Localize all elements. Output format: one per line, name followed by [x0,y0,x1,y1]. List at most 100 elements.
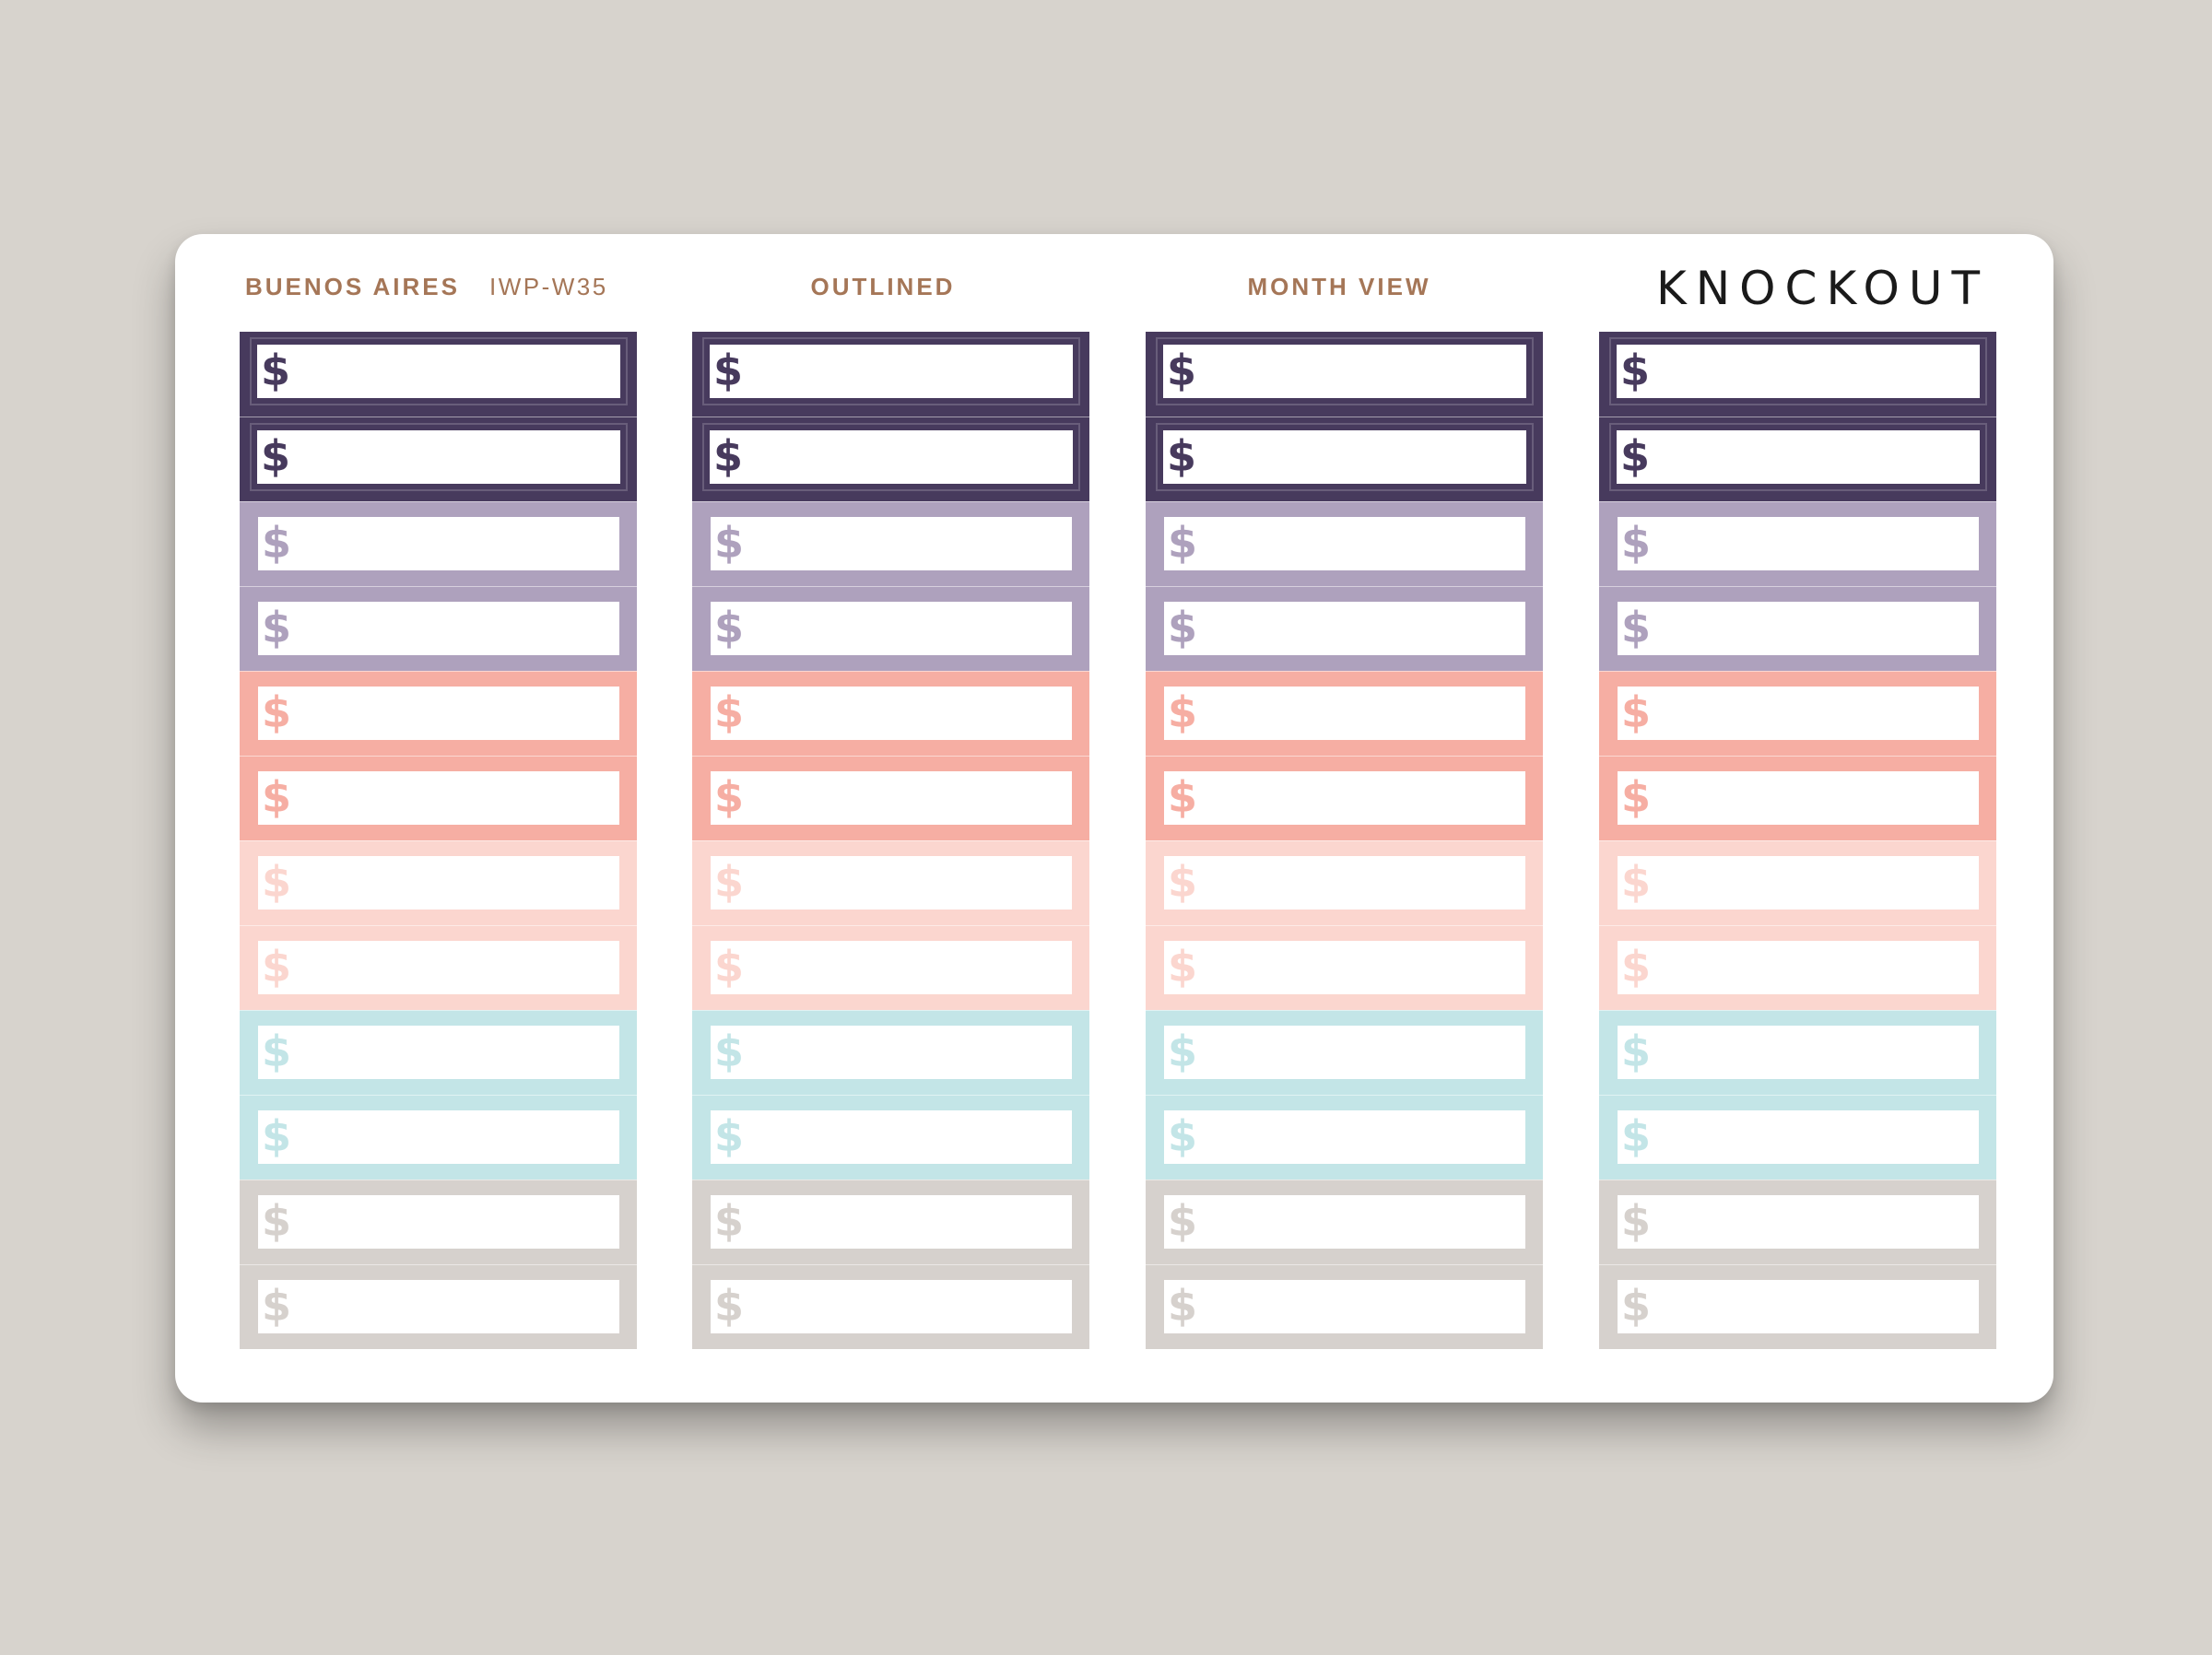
sticker-writing-box: $ [258,1280,619,1333]
sticker-writing-box: $ [258,602,619,655]
dollar-icon: $ [1168,857,1198,907]
dollar-icon: $ [1167,346,1197,395]
dollar-icon: $ [262,1281,292,1331]
expense-sticker: $ [240,501,637,586]
expense-sticker: $ [240,840,637,925]
dollar-icon: $ [1620,431,1651,481]
dollar-icon: $ [714,687,745,737]
expense-sticker: $ [1146,671,1543,756]
sticker-writing-box: $ [1609,423,1987,491]
dollar-icon: $ [262,1196,292,1246]
expense-sticker: $ [240,756,637,840]
dollar-icon: $ [262,942,292,992]
sticker-writing-box: $ [258,1195,619,1249]
sticker-writing-box: $ [711,941,1072,994]
expense-sticker: $ [240,332,637,417]
expense-sticker: $ [1146,586,1543,671]
dollar-icon: $ [1167,431,1197,481]
sticker-writing-box: $ [258,1110,619,1164]
sticker-writing-box: $ [1164,771,1525,825]
expense-sticker: $ [692,417,1089,501]
dollar-icon: $ [1168,518,1198,568]
expense-sticker: $ [1599,1180,1996,1264]
dollar-icon: $ [1621,1281,1652,1331]
expense-sticker: $ [1599,1095,1996,1180]
sticker-writing-box: $ [258,1026,619,1079]
dollar-icon: $ [262,772,292,822]
expense-sticker: $ [692,1010,1089,1095]
expense-sticker: $ [240,925,637,1010]
dollar-icon: $ [1168,1027,1198,1076]
expense-sticker: $ [692,925,1089,1010]
expense-sticker: $ [692,1180,1089,1264]
dollar-icon: $ [1621,857,1652,907]
expense-sticker: $ [240,586,637,671]
expense-sticker: $ [240,1264,637,1349]
sticker-writing-box: $ [258,687,619,740]
dollar-icon: $ [1168,1111,1198,1161]
expense-sticker: $ [1599,840,1996,925]
sticker-sheet: BUENOS AIRES IWP-W35 OUTLINED MONTH VIEW… [175,234,2053,1403]
dollar-icon: $ [262,603,292,652]
dollar-icon: $ [714,857,745,907]
product-code: IWP-W35 [489,273,608,300]
expense-sticker: $ [1599,417,1996,501]
sticker-writing-box: $ [1164,687,1525,740]
expense-sticker: $ [1599,1010,1996,1095]
sticker-writing-box: $ [250,423,628,491]
expense-sticker: $ [692,756,1089,840]
dollar-icon: $ [262,857,292,907]
dollar-icon: $ [714,518,745,568]
sticker-writing-box: $ [1164,941,1525,994]
sticker-writing-box: $ [1618,1110,1979,1164]
sticker-writing-box: $ [1618,771,1979,825]
view-label: MONTH VIEW [1247,273,1431,300]
expense-sticker: $ [1146,332,1543,417]
sticker-writing-box: $ [711,1026,1072,1079]
dollar-icon: $ [714,1027,745,1076]
expense-sticker: $ [240,417,637,501]
sticker-writing-box: $ [1164,856,1525,910]
dollar-icon: $ [714,772,745,822]
dollar-icon: $ [262,1111,292,1161]
sticker-writing-box: $ [711,1110,1072,1164]
sticker-writing-box: $ [1618,687,1979,740]
expense-sticker: $ [1146,1264,1543,1349]
expense-sticker: $ [240,1095,637,1180]
dollar-icon: $ [1168,603,1198,652]
sticker-writing-box: $ [711,856,1072,910]
sticker-writing-box: $ [711,771,1072,825]
dollar-icon: $ [1621,518,1652,568]
sticker-writing-box: $ [258,856,619,910]
sticker-writing-box: $ [1164,602,1525,655]
sticker-column-3: $ $ $ $ $ $ $ $ $ $ $ $ [1146,332,1543,1349]
sticker-writing-box: $ [1618,1280,1979,1333]
dollar-icon: $ [1620,346,1651,395]
sticker-column-4: $ $ $ $ $ $ $ $ $ $ $ $ [1599,332,1996,1349]
expense-sticker: $ [692,586,1089,671]
dollar-icon: $ [1621,772,1652,822]
dollar-icon: $ [1621,1027,1652,1076]
expense-sticker: $ [692,1264,1089,1349]
expense-sticker: $ [1146,1180,1543,1264]
sticker-writing-box: $ [1164,1280,1525,1333]
dollar-icon: $ [1168,1281,1198,1331]
sticker-writing-box: $ [702,337,1080,405]
expense-sticker: $ [1599,586,1996,671]
sticker-writing-box: $ [258,771,619,825]
sticker-writing-box: $ [711,517,1072,570]
sticker-column-2: $ $ $ $ $ $ $ $ $ $ $ $ [692,332,1089,1349]
sticker-writing-box: $ [1618,517,1979,570]
collection-name: BUENOS AIRES [245,273,460,300]
sticker-writing-box: $ [258,941,619,994]
dollar-icon: $ [1168,942,1198,992]
sticker-column-1: $ $ $ $ $ $ $ $ $ $ $ $ [240,332,637,1349]
sticker-writing-box: $ [1609,337,1987,405]
sticker-writing-box: $ [1618,1026,1979,1079]
expense-sticker: $ [1599,1264,1996,1349]
dollar-icon: $ [714,1196,745,1246]
sticker-writing-box: $ [1164,1195,1525,1249]
dollar-icon: $ [262,1027,292,1076]
dollar-icon: $ [1621,1196,1652,1246]
dollar-icon: $ [262,687,292,737]
